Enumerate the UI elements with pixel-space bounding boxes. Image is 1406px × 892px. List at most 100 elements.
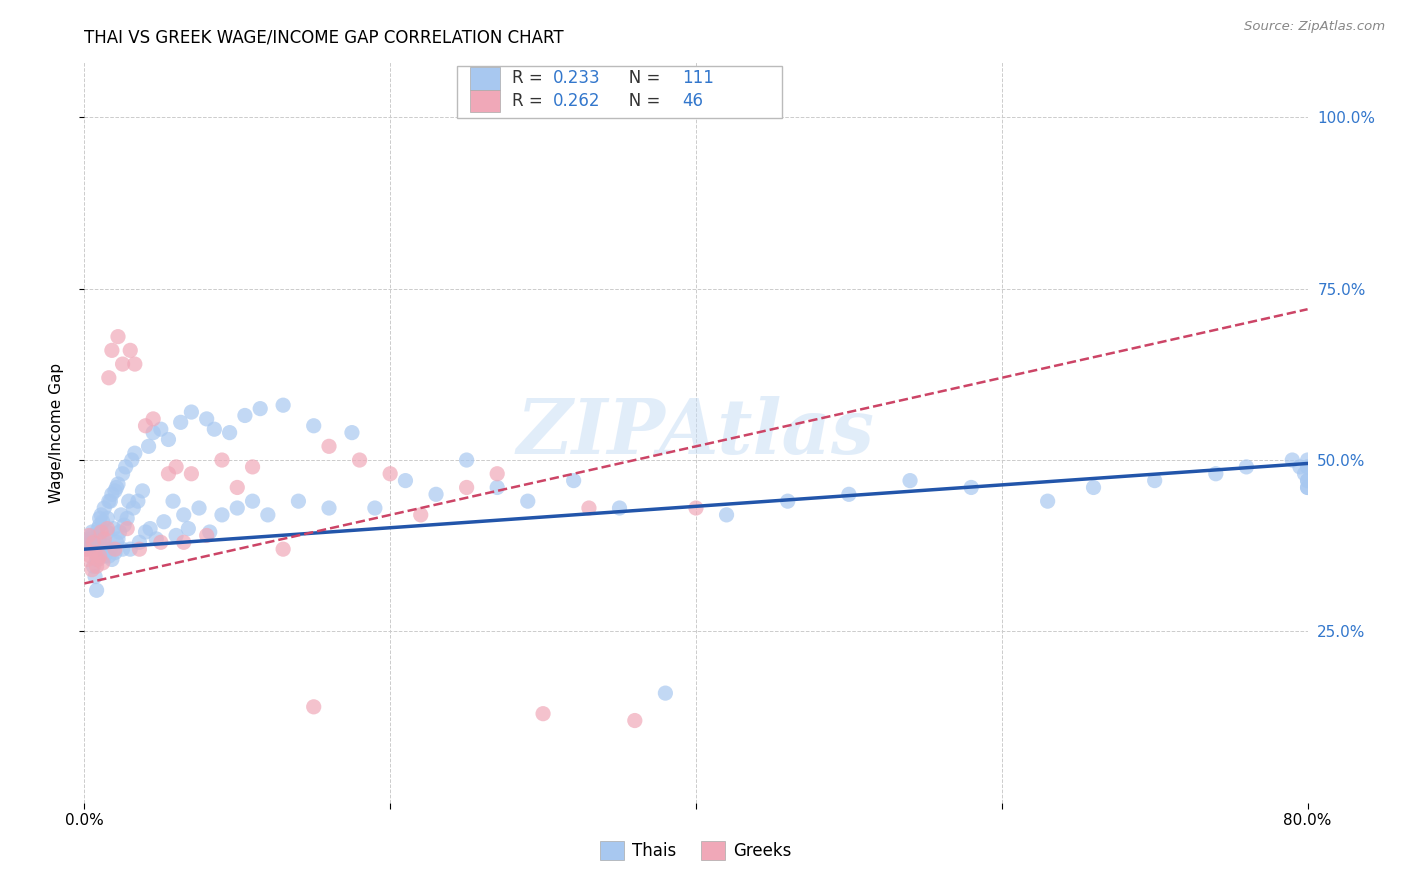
Point (180, 405, 202, 419)
Point (96, 522, 118, 536)
Point (318, 439, 340, 453)
Point (79, 532, 101, 546)
Point (89, 535, 111, 549)
Text: 111: 111 (682, 70, 714, 87)
Text: 46: 46 (682, 92, 703, 111)
Point (142, 425, 165, 440)
Point (1083, 480, 1105, 494)
Point (394, 474, 416, 488)
Point (624, 714, 647, 728)
Point (84, 569, 107, 583)
Point (128, 542, 150, 557)
Point (89, 511, 111, 525)
Point (122, 501, 145, 516)
Point (226, 480, 249, 494)
Point (84, 545, 107, 559)
Point (86, 552, 108, 566)
Point (97, 549, 120, 563)
Point (165, 459, 187, 474)
Point (1289, 459, 1312, 474)
Point (177, 522, 200, 536)
Point (77, 528, 100, 542)
Point (1296, 459, 1319, 474)
Point (80, 563, 103, 577)
Point (302, 418, 325, 433)
Point (960, 480, 983, 494)
Point (226, 501, 249, 516)
Point (120, 343, 142, 358)
Text: N =: N = (613, 92, 665, 111)
Point (91, 532, 114, 546)
Point (86, 559, 108, 574)
Point (105, 480, 128, 494)
Point (107, 477, 129, 491)
Point (111, 467, 134, 481)
Point (135, 524, 157, 539)
Point (139, 522, 162, 536)
Point (287, 494, 309, 508)
Point (1296, 453, 1319, 467)
Point (77, 535, 100, 549)
Point (107, 532, 129, 546)
Point (101, 552, 124, 566)
Y-axis label: Wage/Income Gap: Wage/Income Gap (49, 362, 63, 503)
Point (105, 535, 128, 549)
Point (115, 522, 138, 536)
Point (578, 501, 600, 516)
Point (114, 459, 136, 474)
Point (685, 501, 707, 516)
Point (101, 343, 124, 358)
Point (89, 518, 111, 533)
Point (111, 542, 134, 557)
Point (91, 515, 114, 529)
Text: 0.233: 0.233 (553, 70, 600, 87)
Text: N =: N = (613, 70, 665, 87)
Point (104, 545, 127, 559)
Point (1296, 474, 1319, 488)
Point (93, 549, 115, 563)
Point (112, 518, 135, 533)
Point (198, 524, 221, 539)
Point (111, 357, 134, 371)
Point (609, 501, 631, 516)
Point (302, 699, 325, 714)
Point (1281, 453, 1303, 467)
Point (195, 412, 218, 426)
FancyBboxPatch shape (470, 67, 501, 89)
Point (138, 439, 160, 453)
Point (165, 528, 187, 542)
Point (157, 433, 180, 447)
Legend: Thais, Greeks: Thais, Greeks (592, 832, 800, 869)
Point (124, 357, 146, 371)
Point (118, 494, 141, 508)
Point (87, 522, 110, 536)
Point (145, 532, 167, 546)
Point (80, 528, 103, 542)
Point (97, 494, 120, 508)
Point (257, 508, 280, 522)
Point (1205, 467, 1227, 481)
Point (83, 559, 105, 574)
Text: Source: ZipAtlas.com: Source: ZipAtlas.com (1244, 20, 1385, 33)
Point (486, 467, 509, 481)
Point (409, 508, 432, 522)
Point (716, 508, 738, 522)
Point (456, 453, 478, 467)
Point (89, 549, 111, 563)
Point (90, 542, 112, 557)
FancyBboxPatch shape (457, 66, 782, 118)
Point (149, 422, 172, 436)
Point (516, 494, 538, 508)
Point (318, 501, 340, 516)
Point (249, 401, 271, 416)
Point (173, 535, 195, 549)
Point (173, 508, 195, 522)
Point (93, 501, 115, 516)
Point (87, 545, 110, 559)
Point (153, 515, 176, 529)
Point (180, 467, 202, 481)
Point (79, 549, 101, 563)
Point (98, 542, 121, 557)
Point (93, 532, 115, 546)
Point (91, 556, 114, 570)
